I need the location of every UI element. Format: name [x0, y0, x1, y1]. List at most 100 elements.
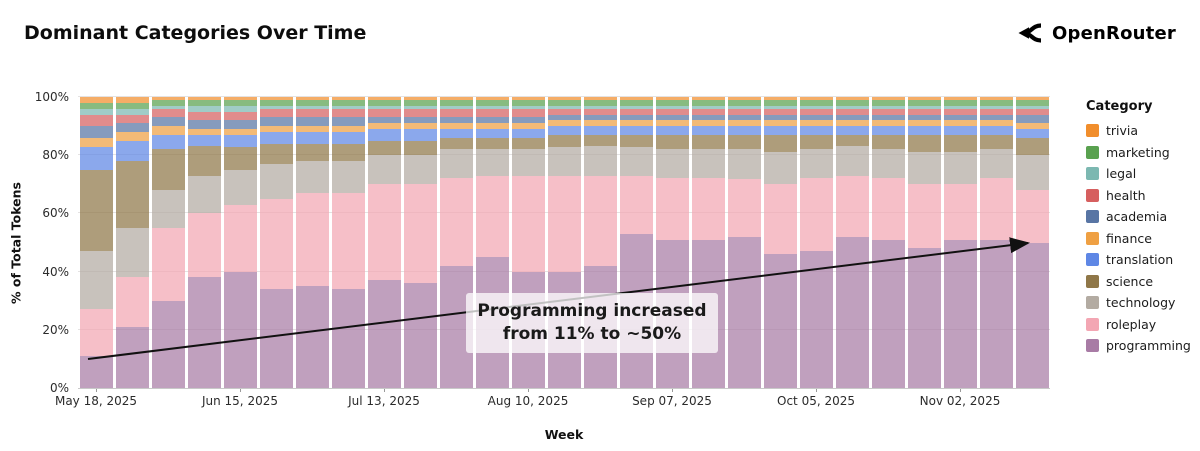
- bar-segment-trivia: [799, 97, 833, 100]
- bar-week-Jun-22-2025: [259, 97, 293, 388]
- legend-label-roleplay: roleplay: [1106, 316, 1157, 332]
- bar-segment-marketing: [511, 100, 545, 106]
- bar-segment-trivia: [691, 97, 725, 100]
- bar-segment-programming: [151, 300, 185, 388]
- bar-segment-health: [367, 108, 401, 118]
- bar-segment-legal: [871, 105, 905, 109]
- bar-segment-roleplay: [1015, 190, 1049, 243]
- bar-segment-legal: [727, 105, 761, 109]
- bar-segment-trivia: [763, 97, 797, 100]
- bar-segment-trivia: [151, 97, 185, 100]
- bar-segment-programming: [259, 289, 293, 388]
- legend-item-translation: translation: [1086, 252, 1191, 267]
- bar-segment-legal: [619, 105, 653, 109]
- bar-segment-health: [547, 108, 581, 115]
- bar-segment-roleplay: [691, 178, 725, 240]
- bar-segment-legal: [583, 105, 617, 109]
- bar-segment-finance: [547, 120, 581, 127]
- legend-label-translation: translation: [1106, 252, 1174, 267]
- bar-segment-finance: [979, 120, 1013, 127]
- bar-segment-programming: [799, 251, 833, 388]
- y-tick-label-60: 60%: [42, 206, 69, 221]
- bar-segment-trivia: [943, 97, 977, 100]
- bar-segment-trivia: [547, 97, 581, 100]
- bar-segment-legal: [439, 105, 473, 109]
- bar-segment-finance: [763, 120, 797, 127]
- openrouter-icon: [1018, 23, 1042, 43]
- bar-segment-marketing: [331, 100, 365, 106]
- bar-segment-technology: [691, 149, 725, 179]
- bar-segment-finance: [403, 123, 437, 130]
- bar-segment-science: [223, 146, 257, 170]
- bar-segment-marketing: [367, 100, 401, 106]
- bar-segment-science: [295, 143, 329, 162]
- bar-week-Oct-19-2025: [871, 97, 905, 388]
- bar-segment-legal: [1015, 105, 1049, 109]
- bar-segment-science: [943, 134, 977, 153]
- bar-segment-health: [115, 114, 149, 124]
- bar-segment-legal: [763, 105, 797, 109]
- bar-segment-translation: [619, 126, 653, 135]
- bar-segment-science: [439, 137, 473, 150]
- bar-segment-marketing: [115, 102, 149, 109]
- bar-segment-academia: [475, 117, 509, 124]
- bar-segment-translation: [547, 126, 581, 135]
- bar-segment-trivia: [79, 97, 113, 103]
- bar-segment-science: [763, 134, 797, 153]
- x-tick-label: May 18, 2025: [54, 394, 138, 408]
- bar-segment-technology: [583, 146, 617, 176]
- legend-item-marketing: marketing: [1086, 145, 1191, 160]
- bar-segment-technology: [475, 149, 509, 176]
- bar-segment-technology: [439, 149, 473, 179]
- bar-segment-health: [403, 108, 437, 118]
- x-tick-mark: [239, 388, 241, 392]
- bar-segment-roleplay: [367, 184, 401, 281]
- bar-segment-trivia: [907, 97, 941, 100]
- bar-segment-trivia: [655, 97, 689, 100]
- bar-week-Jul-06-2025: [331, 97, 365, 388]
- bar-segment-technology: [943, 152, 977, 185]
- bar-segment-academia: [403, 117, 437, 124]
- bar-segment-marketing: [403, 99, 437, 106]
- y-tick-label-100: 100%: [34, 90, 69, 104]
- bar-segment-translation: [907, 126, 941, 135]
- bar-segment-technology: [655, 149, 689, 179]
- bar-segment-marketing: [475, 100, 509, 106]
- bar-segment-science: [1015, 137, 1049, 156]
- bar-segment-academia: [187, 120, 221, 130]
- bar-segment-science: [151, 149, 185, 191]
- legend-swatch-legal: [1086, 167, 1099, 180]
- bar-segment-academia: [367, 117, 401, 124]
- x-tick-mark: [816, 388, 817, 392]
- bar-segment-marketing: [763, 99, 797, 106]
- bar-segment-legal: [835, 105, 869, 109]
- bar-segment-programming: [943, 239, 977, 388]
- bar-segment-science: [367, 140, 401, 156]
- bar-segment-academia: [1015, 114, 1049, 124]
- bar-segment-finance: [943, 120, 977, 127]
- bar-segment-programming: [1015, 242, 1049, 388]
- bar-segment-health: [835, 108, 869, 115]
- bar-segment-finance: [295, 126, 329, 132]
- bar-segment-roleplay: [115, 277, 149, 327]
- bar-segment-legal: [979, 105, 1013, 109]
- bar-segment-roleplay: [439, 178, 473, 266]
- bar-segment-translation: [583, 126, 617, 135]
- bar-week-Nov-02-2025: [943, 97, 977, 388]
- bar-segment-academia: [151, 117, 185, 127]
- bar-segment-finance: [727, 120, 761, 127]
- legend-item-technology: technology: [1086, 295, 1191, 310]
- bar-segment-trivia: [259, 97, 293, 100]
- bar-week-Oct-05-2025: [799, 97, 833, 388]
- bar-segment-trivia: [1015, 97, 1049, 100]
- bar-segment-technology: [547, 146, 581, 176]
- bar-segment-translation: [871, 126, 905, 135]
- bar-week-Oct-12-2025: [835, 97, 869, 388]
- bar-segment-marketing: [187, 99, 221, 106]
- bar-segment-science: [619, 134, 653, 147]
- bar-segment-academia: [79, 126, 113, 138]
- bar-segment-science: [259, 143, 293, 164]
- bar-segment-programming: [367, 280, 401, 388]
- bar-segment-roleplay: [475, 175, 509, 258]
- bar-segment-roleplay: [511, 175, 545, 272]
